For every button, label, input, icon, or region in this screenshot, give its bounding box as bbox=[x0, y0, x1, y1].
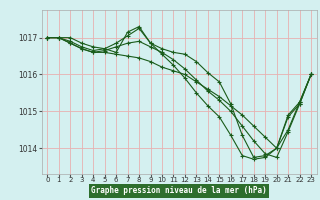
X-axis label: Graphe pression niveau de la mer (hPa): Graphe pression niveau de la mer (hPa) bbox=[91, 186, 267, 195]
